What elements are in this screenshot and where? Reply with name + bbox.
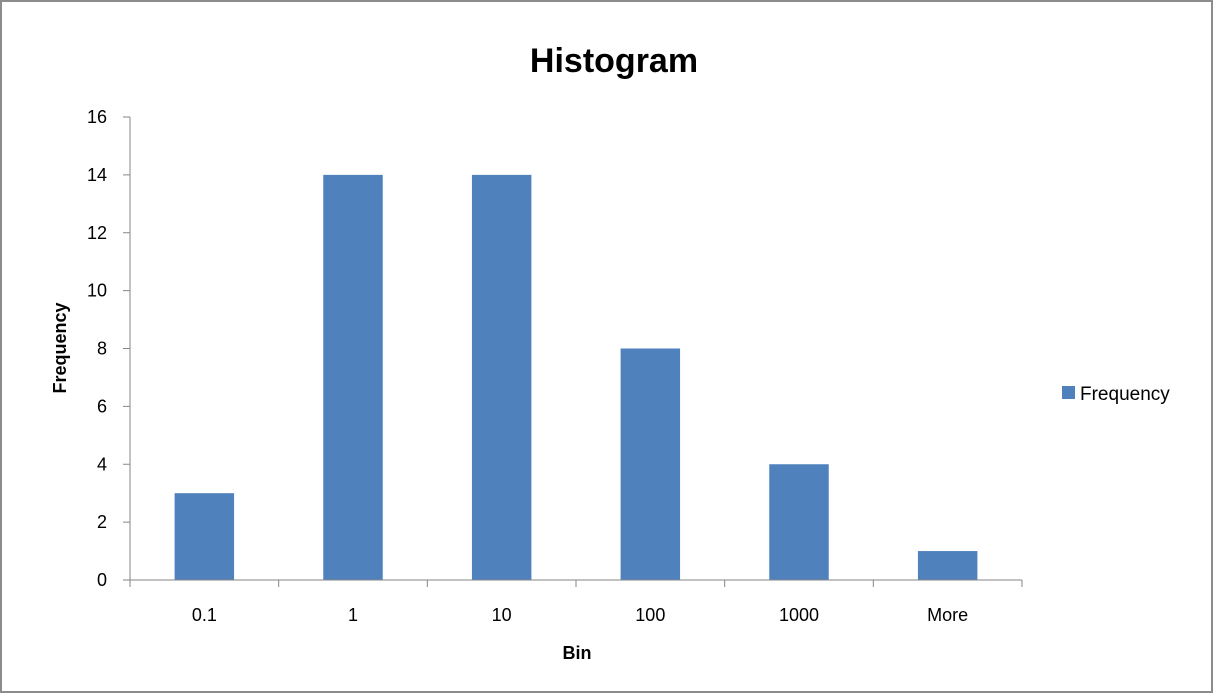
y-tick-label: 12 (87, 223, 107, 243)
bar-0-1 (174, 493, 235, 580)
y-axis-title: Frequency (50, 302, 70, 393)
y-tick-label: 6 (97, 396, 107, 416)
x-tick-label: 10 (492, 605, 512, 625)
y-tick-label: 2 (97, 512, 107, 532)
x-tick-label: More (927, 605, 968, 625)
bar-100 (620, 348, 681, 580)
x-axis-title: Bin (563, 643, 592, 663)
y-tick-label: 4 (97, 454, 107, 474)
y-tick-label: 16 (87, 107, 107, 127)
legend: Frequency (1062, 384, 1170, 405)
x-tick-label: 1000 (779, 605, 819, 625)
x-tick-label: 0.1 (192, 605, 217, 625)
chart-title: Histogram (530, 42, 698, 80)
legend-swatch (1062, 386, 1075, 399)
legend-label: Frequency (1080, 384, 1170, 405)
bar-10 (471, 174, 532, 580)
y-tick-label: 10 (87, 281, 107, 301)
x-tick-label: 100 (635, 605, 665, 625)
y-tick-label: 8 (97, 339, 107, 359)
bar-more (917, 551, 978, 580)
y-tick-label: 14 (87, 165, 107, 185)
bar-1 (323, 174, 383, 580)
x-axis: 0.1 1 10 100 1000 More (129, 580, 1023, 625)
y-tick-label: 0 (97, 570, 107, 590)
bar-series (174, 174, 978, 580)
bar-1000 (769, 464, 829, 580)
x-tick-label: 1 (348, 605, 358, 625)
y-axis: 0 2 4 6 8 10 12 14 16 (87, 107, 130, 590)
